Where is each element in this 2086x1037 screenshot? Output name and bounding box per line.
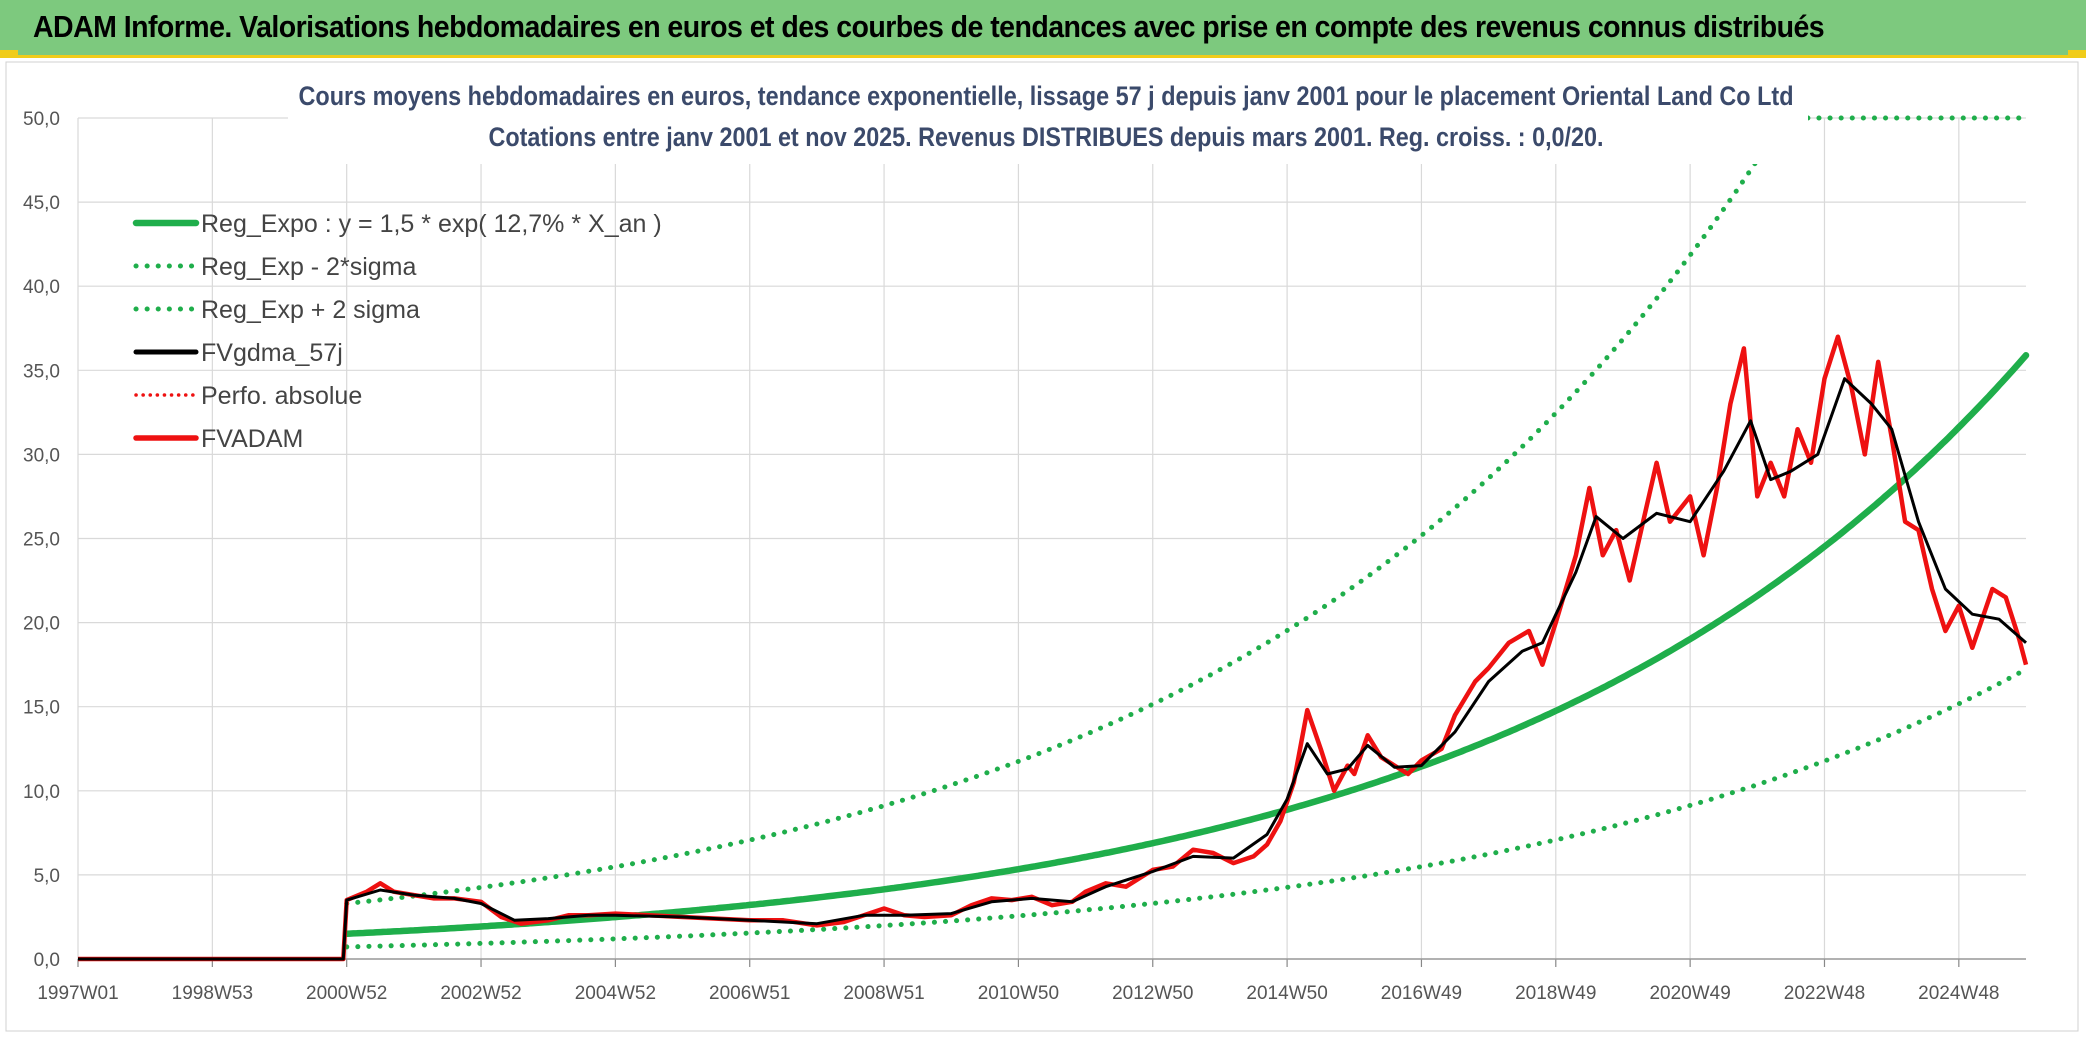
x-tick-label: 2000W52 [306,983,387,1004]
title-backdrop [288,64,1808,164]
report-header-banner: ADAM Informe. Valorisations hebdomadaire… [0,0,2086,58]
report-title: ADAM Informe. Valorisations hebdomadaire… [33,9,1825,44]
y-tick-label: 45,0 [23,193,60,214]
x-tick-label: 2022W48 [1784,983,1865,1004]
x-tick-label: 2014W50 [1246,983,1327,1004]
y-tick-label: 0,0 [34,950,60,971]
y-tick-label: 5,0 [34,866,60,887]
x-tick-label: 2010W50 [978,983,1059,1004]
chart-subtitle: Cotations entre janv 2001 et nov 2025. R… [489,122,1604,152]
x-tick-label: 2002W52 [440,983,521,1004]
y-tick-label: 15,0 [23,698,60,719]
corner-accent-right [2068,50,2086,58]
x-tick-label: 2006W51 [709,983,790,1004]
x-tick-label: 2024W48 [1918,983,1999,1004]
corner-accent-left [0,50,18,58]
y-tick-label: 30,0 [23,445,60,466]
y-tick-label: 20,0 [23,614,60,635]
y-tick-label: 40,0 [23,277,60,298]
series-fvgdma-57j [78,377,2027,961]
legend-entry: Perfo. absolue [201,382,362,410]
x-axis-ticks: 1997W01 1998W53 2000W52 2002W52 2004W52 2006W… [37,983,1999,1004]
y-axis-ticks: 0,0 5,0 10,0 15,0 20,0 25,0 30,0 35,0 40,0 45,0 50… [23,109,60,971]
x-tick-label: 2020W49 [1649,983,1730,1004]
x-tick-label: 1997W01 [37,983,118,1004]
legend-entry: Reg_Exp + 2 sigma [201,296,420,324]
legend-entry: FVgdma_57j [201,339,343,367]
x-tick-label: 2004W52 [575,983,656,1004]
x-tick-label: 2012W50 [1112,983,1193,1004]
legend-entry: Reg_Exp - 2*sigma [201,253,416,281]
x-tick-label: 2016W49 [1381,983,1462,1004]
chart-area: 0,0 5,0 10,0 15,0 20,0 25,0 30,0 35,0 40,0 45,0 50… [0,58,2086,1037]
chart-title: Cours moyens hebdomadaires en euros, ten… [299,81,1794,111]
legend-entry: FVADAM [201,425,303,453]
x-tick-label: 2008W51 [843,983,924,1004]
y-tick-label: 35,0 [23,361,60,382]
y-tick-label: 25,0 [23,530,60,551]
x-tick-label: 1998W53 [172,983,253,1004]
chart-svg: 0,0 5,0 10,0 15,0 20,0 25,0 30,0 35,0 40,0 45,0 50… [5,61,2079,1032]
series-reg-exp-minus-2-sigma [344,666,2029,950]
x-tick-label: 2018W49 [1515,983,1596,1004]
series-layer [78,115,2030,962]
y-tick-label: 50,0 [23,109,60,130]
chart-legend: Reg_Expo : y = 1,5 * exp( 12,7% * X_an )… [132,210,662,453]
y-tick-label: 10,0 [23,782,60,803]
legend-entry: Reg_Expo : y = 1,5 * exp( 12,7% * X_an ) [201,210,662,238]
